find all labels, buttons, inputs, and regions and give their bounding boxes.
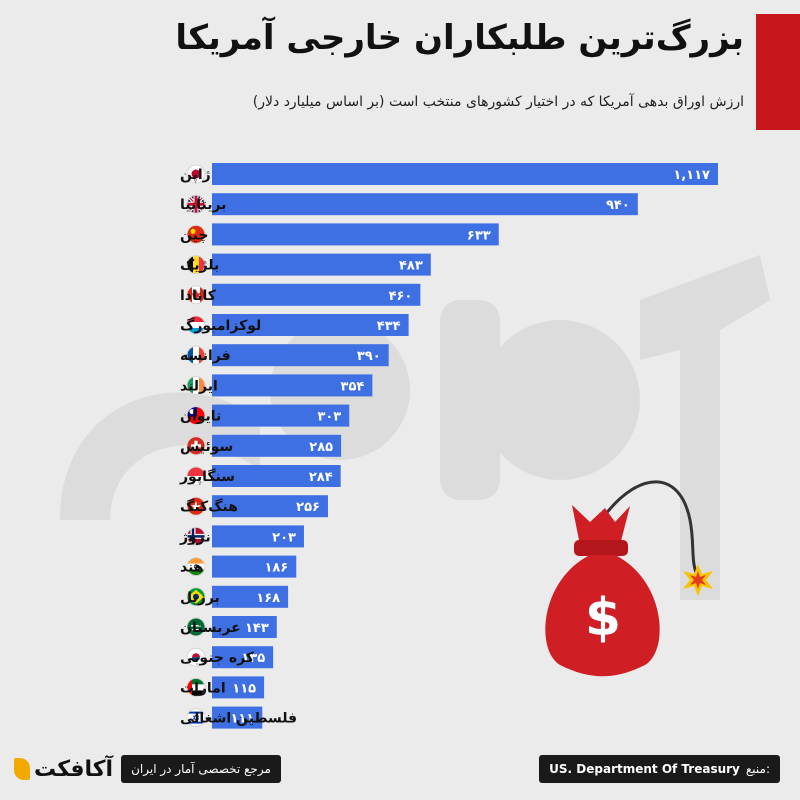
- category-label: فرانسه: [180, 348, 231, 364]
- brand-mark-icon: [14, 758, 30, 780]
- bar: [212, 495, 328, 518]
- category-label: ایرلند: [180, 378, 218, 394]
- ireland-flag-icon: [186, 375, 206, 395]
- canada-flag-icon: [186, 285, 206, 305]
- belgium-flag-icon: [186, 255, 206, 275]
- china-flag-icon: [186, 224, 206, 244]
- bar: [212, 193, 638, 216]
- category-label: هند: [180, 560, 204, 576]
- bar: [212, 465, 341, 487]
- category-label: چین: [180, 227, 208, 243]
- uk-flag-icon: [186, 194, 206, 214]
- bar-value-label: ۱۸۶: [264, 561, 288, 576]
- bar: [212, 646, 274, 669]
- bar: [212, 253, 431, 276]
- bar-value-label: ۴۶۰: [389, 289, 413, 304]
- saudi-flag-icon: [186, 617, 206, 637]
- bar: [212, 434, 342, 457]
- category-label: کانادا: [180, 288, 217, 304]
- category-label: بلژیک: [180, 258, 219, 274]
- brand-logo-text: آکافکت: [34, 756, 114, 782]
- korea-flag-icon: [186, 647, 206, 667]
- bar-value-label: ۲۸۴: [309, 470, 333, 485]
- bar: [212, 163, 718, 185]
- category-label: تایوان: [180, 409, 221, 425]
- title-accent-bar: [756, 14, 800, 130]
- bar-value-label: ۲۰۳: [272, 530, 296, 545]
- footer-brand: آکافکت مرجع تخصصی آمار در ایران: [14, 752, 281, 786]
- france-flag-icon: [186, 345, 206, 365]
- bar: [212, 525, 304, 548]
- category-label: امارات: [180, 680, 226, 696]
- bar: [212, 616, 277, 638]
- bars-layer: ۱,۱۱۷ ژاپن ۹۴۰ بریتانیا ۶۳۳ چین ۴۸۳ بلژیک ۴۶۰ کان…: [179, 163, 718, 729]
- category-label: برزیل: [180, 590, 220, 606]
- japan-flag-icon: [186, 164, 206, 184]
- israel-flag-icon: [186, 708, 206, 728]
- page-title: بزرگ‌ترین طلبکاران خارجی آمریکا: [175, 18, 744, 58]
- norway-flag-icon: [186, 526, 206, 546]
- category-label: کره جنوبی: [180, 650, 255, 666]
- bar: [212, 585, 289, 608]
- bar: [212, 374, 373, 397]
- page-subtitle: ارزش اوراق بدهی آمریکا که در اختیار کشور…: [252, 94, 744, 110]
- category-label: عربستان: [180, 620, 241, 636]
- source-badge: US. Department Of Treasury منبع:: [539, 755, 780, 783]
- source-label: منبع:: [745, 762, 770, 776]
- category-label: سوئیس: [180, 439, 233, 455]
- singapore-flag-icon: [186, 466, 206, 486]
- reference-badge: مرجع تخصصی آمار در ایران: [121, 755, 281, 783]
- luxembourg-flag-icon: [186, 315, 206, 335]
- bar: [212, 344, 389, 367]
- bar: [212, 314, 409, 336]
- category-label: فلسطین اشغالی: [180, 711, 297, 727]
- bar-value-label: ۱۱۵: [232, 681, 256, 696]
- bar: [212, 555, 297, 578]
- money-bag-bomb-icon: $: [545, 480, 713, 677]
- category-label: ژاپن: [180, 167, 211, 183]
- bar-value-label: ۳۹۰: [357, 349, 381, 364]
- category-label: سنگاپور: [179, 468, 235, 485]
- bar-value-label: ۳۵۴: [341, 379, 365, 394]
- bar-value-label: ۳۰۳: [317, 410, 341, 425]
- category-label: لوکزامبورگ: [180, 317, 261, 334]
- bar-value-label: ۴۸۳: [399, 259, 423, 274]
- category-label: هنگ‌کنگ: [180, 498, 238, 515]
- bar: [212, 223, 499, 246]
- bar-value-label: ۱۴۳: [245, 621, 269, 636]
- bar-value-label: ۱۶۸: [256, 591, 280, 606]
- bar-chart: ۱,۱۱۷ ژاپن ۹۴۰ بریتانیا ۶۳۳ چین ۴۸۳ بلژیک ۴۶۰ کان…: [179, 163, 718, 729]
- bar-value-label: ۱۱۱: [230, 712, 254, 727]
- source-value: US. Department Of Treasury: [549, 762, 740, 776]
- bar: [212, 404, 350, 427]
- bar-value-label: ۴۳۴: [377, 319, 401, 334]
- hongkong-flag-icon: [186, 496, 206, 516]
- brazil-flag-icon: [186, 587, 206, 607]
- bar-value-label: ۱۳۵: [241, 651, 265, 666]
- bar-value-label: ۶۳۳: [467, 228, 491, 243]
- bar-value-label: ۲۵۶: [296, 500, 320, 515]
- category-label: بریتانیا: [180, 197, 226, 213]
- uae-flag-icon: [186, 677, 206, 697]
- bar: [212, 676, 265, 699]
- dollar-sign: $: [585, 588, 621, 648]
- bar-value-label: ۹۴۰: [606, 198, 630, 213]
- brand-logo: آکافکت: [14, 757, 113, 782]
- bar: [212, 283, 421, 306]
- category-label: نروژ: [179, 529, 211, 545]
- taiwan-flag-icon: [186, 406, 206, 426]
- bar-value-label: ۲۸۵: [309, 440, 333, 455]
- bar-value-label: ۱,۱۱۷: [673, 168, 710, 183]
- switzerland-flag-icon: [186, 436, 206, 456]
- bar: [212, 706, 263, 729]
- india-flag-icon: [186, 557, 206, 577]
